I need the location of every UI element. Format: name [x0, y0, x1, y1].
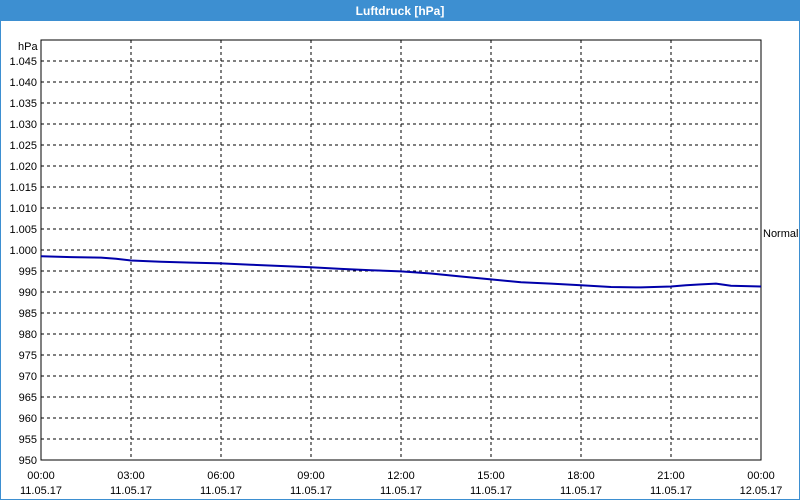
series-layer	[40, 255, 762, 289]
y-tick-label: 980	[19, 329, 37, 341]
grid	[41, 39, 761, 460]
y-tick-label: 990	[19, 287, 37, 299]
x-tick-time-label: 09:00	[297, 470, 325, 482]
x-tick-time-label: 15:00	[477, 470, 505, 482]
y-tick-label: 1.025	[9, 140, 37, 152]
x-tick-time-label: 00:00	[747, 470, 775, 482]
x-tick-date-label: 11.05.17	[290, 485, 332, 497]
y-tick-label: 965	[19, 392, 37, 404]
x-tick-time-label: 06:00	[207, 470, 235, 482]
window-title: Luftdruck [hPa]	[1, 1, 799, 21]
x-tick-date-label: 11.05.17	[20, 485, 62, 497]
x-tick-date-label: 11.05.17	[200, 485, 242, 497]
x-tick-date-label: 11.05.17	[110, 485, 152, 497]
plot-border	[40, 39, 762, 461]
y-axis: 950 955 960 965 970 975 980 985 990 995 1.000 1.005…	[9, 56, 37, 467]
x-tick-time-label: 03:00	[117, 470, 145, 482]
y-tick-label: 970	[19, 371, 37, 383]
y-tick-label: 1.005	[9, 224, 37, 236]
y-tick-label: 1.020	[9, 161, 37, 173]
x-tick-time-label: 12:00	[387, 470, 415, 482]
x-tick-time-label: 21:00	[657, 470, 685, 482]
x-tick-time-label: 00:00	[27, 470, 55, 482]
x-axis: 00:00 11.05.17 03:00 11.05.17 06:00 11.05.17 0…	[20, 470, 782, 497]
x-tick-date-label: 12.05.17	[740, 485, 783, 497]
y-tick-label: 1.045	[9, 56, 37, 68]
normal-reference-label: Normal	[763, 228, 798, 240]
y-axis-unit-label: hPa	[18, 41, 38, 53]
y-tick-label: 955	[19, 434, 37, 446]
y-tick-label: 1.040	[9, 77, 37, 89]
y-tick-label: 950	[19, 455, 37, 467]
y-tick-label: 960	[19, 413, 37, 425]
x-tick-time-label: 18:00	[567, 470, 595, 482]
x-tick-date-label: 11.05.17	[380, 485, 422, 497]
x-tick-date-label: 11.05.17	[650, 485, 692, 497]
y-tick-label: 1.030	[9, 119, 37, 131]
pressure-line	[40, 255, 762, 289]
y-tick-label: 1.010	[9, 203, 37, 215]
y-tick-label: 1.035	[9, 98, 37, 110]
y-tick-label: 1.015	[9, 182, 37, 194]
y-tick-label: 985	[19, 308, 37, 320]
y-tick-label: 975	[19, 350, 37, 362]
x-tick-date-label: 11.05.17	[470, 485, 512, 497]
y-tick-label: 995	[19, 266, 37, 278]
y-tick-label: 1.000	[9, 245, 37, 257]
x-tick-date-label: 11.05.17	[560, 485, 602, 497]
